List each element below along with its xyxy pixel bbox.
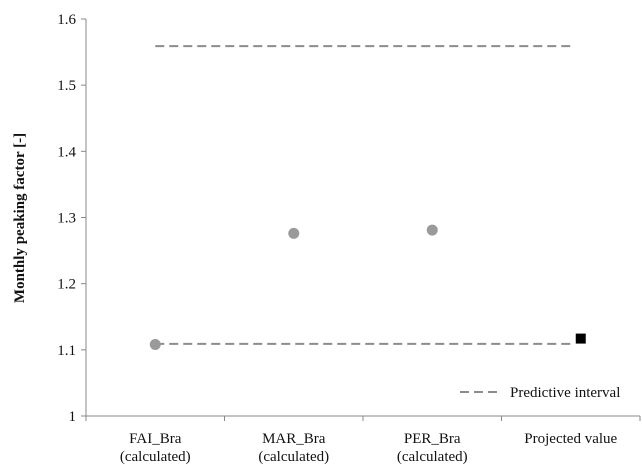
- x-category-label: PER_Bra: [404, 431, 461, 447]
- y-tick-label: 1.2: [57, 277, 76, 293]
- calculated-point: [149, 339, 161, 351]
- calculated-point: [288, 227, 300, 239]
- y-tick-label: 1.3: [57, 211, 76, 227]
- y-tick-label: 1.5: [57, 78, 76, 94]
- y-axis-title: Monthly peaking factor [-]: [12, 133, 28, 303]
- x-category-label: FAI_Bra: [129, 431, 182, 447]
- axes-group: [85, 19, 640, 417]
- x-category-label: (calculated): [120, 449, 191, 465]
- x-category-label: MAR_Bra: [262, 431, 326, 447]
- projected-point: [575, 333, 586, 344]
- x-ticks-group: FAI_Bra (calculated) MAR_Bra (calculated) PE…: [85, 416, 641, 465]
- x-category-label: (calculated): [397, 449, 468, 465]
- calculated-point: [426, 224, 438, 236]
- legend: Predictive interval: [460, 385, 620, 401]
- y-tick-label: 1.1: [57, 343, 76, 359]
- y-tick-label: 1.6: [57, 12, 76, 28]
- y-ticks-group: 1 1.1 1.2 1.3 1.4 1.5 1.6: [57, 12, 86, 425]
- predictive-interval-group: [155, 45, 571, 345]
- legend-label-predictive-interval: Predictive interval: [510, 385, 620, 401]
- y-tick-label: 1.4: [57, 144, 76, 160]
- data-points-group: [149, 224, 586, 351]
- x-category-label: Projected value: [524, 431, 617, 447]
- x-category-label: (calculated): [258, 449, 329, 465]
- y-tick-label: 1: [69, 409, 77, 425]
